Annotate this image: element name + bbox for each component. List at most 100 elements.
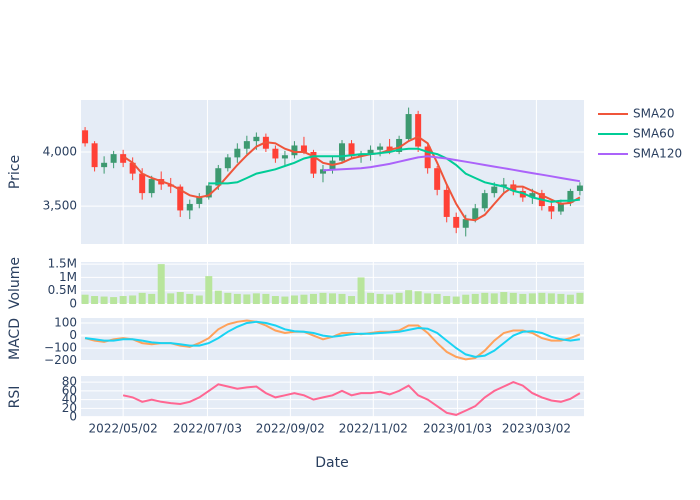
- line-series: [322, 155, 581, 183]
- volume-bar: [443, 296, 451, 304]
- volume-bar: [100, 296, 108, 304]
- candle-body: [548, 206, 555, 212]
- volume-bar: [91, 296, 99, 304]
- volume-bar: [252, 293, 260, 304]
- line-series: [84, 320, 581, 358]
- candle-body: [139, 173, 146, 194]
- y-tick-label: 80: [62, 375, 77, 389]
- candle-body: [186, 203, 193, 211]
- y-axis-title: Price: [7, 155, 23, 189]
- volume-bar: [405, 290, 413, 304]
- y-axis-title: RSI: [7, 386, 23, 409]
- volume-bar: [386, 294, 394, 304]
- volume-bar: [490, 293, 498, 304]
- candle-body: [567, 190, 574, 203]
- volume-bar: [148, 293, 156, 304]
- volume-bar: [395, 292, 403, 304]
- volume-bar: [329, 293, 336, 304]
- volume-bar: [538, 292, 546, 304]
- y-tick-label: 20: [62, 401, 77, 415]
- volume-bar: [81, 294, 89, 304]
- candle-body: [396, 138, 403, 152]
- candle-body: [310, 151, 317, 174]
- volume-bar: [576, 292, 584, 304]
- volume-bar: [481, 292, 489, 304]
- volume-bar: [110, 297, 118, 304]
- candle-body: [339, 143, 346, 161]
- volume-bar: [519, 293, 527, 304]
- candle-body: [234, 148, 241, 158]
- volume-bar: [452, 296, 460, 304]
- candle-body: [472, 208, 479, 220]
- candle-body: [291, 145, 298, 156]
- y-axis-title: MACD: [7, 318, 23, 360]
- candle-body: [491, 186, 498, 194]
- volume-bar: [557, 293, 565, 304]
- plot-background: [81, 376, 584, 418]
- candle-body: [462, 219, 469, 228]
- candle-body: [576, 185, 583, 191]
- volume-bar: [186, 293, 194, 304]
- candle-body: [196, 197, 203, 204]
- volume-bar: [338, 293, 346, 304]
- line-series: [208, 147, 581, 203]
- volume-bar: [195, 295, 203, 304]
- candle-body: [424, 146, 431, 169]
- volume-bar: [205, 276, 213, 304]
- candle-body: [443, 189, 450, 217]
- candle-body: [272, 148, 279, 159]
- candle-body: [101, 162, 108, 168]
- volume-bar: [176, 292, 184, 304]
- volume-bar: [376, 293, 384, 304]
- volume-bar: [224, 292, 232, 304]
- volume-bar: [300, 294, 308, 304]
- y-tick-label: 0: [69, 297, 77, 311]
- candle-body: [500, 184, 507, 187]
- volume-bar: [471, 293, 479, 304]
- legend-label: SMA60: [633, 127, 674, 141]
- volume-bar: [424, 293, 432, 304]
- candle-body: [358, 154, 365, 157]
- y-tick-label: −200: [44, 353, 77, 367]
- volume-bar: [129, 295, 137, 304]
- candle-body: [453, 216, 460, 228]
- volume-bar: [566, 294, 574, 304]
- x-tick-label: 2023/03/02: [502, 422, 571, 436]
- volume-bar: [414, 291, 422, 304]
- candle-body: [82, 130, 89, 144]
- candle-body: [557, 202, 564, 212]
- candle-body: [481, 193, 488, 209]
- line-series: [122, 381, 581, 416]
- candle-body: [348, 143, 355, 157]
- y-axis-title: Volume: [7, 257, 23, 309]
- volume-bar: [348, 296, 356, 304]
- volume-bar: [290, 295, 298, 304]
- volume-bar: [167, 293, 175, 304]
- candle-body: [243, 141, 250, 149]
- x-axis-title: Date: [315, 455, 348, 471]
- volume-bar: [433, 293, 441, 304]
- volume-bar: [138, 292, 146, 304]
- volume-bar: [509, 292, 517, 304]
- volume-bar: [309, 293, 317, 304]
- x-tick-label: 2022/07/03: [173, 422, 242, 436]
- x-tick-label: 2023/01/03: [423, 422, 492, 436]
- candle-body: [129, 162, 136, 174]
- candle-body: [367, 149, 374, 155]
- candle-body: [405, 114, 412, 139]
- candle-body: [300, 145, 307, 152]
- x-tick-label: 2022/11/02: [339, 422, 408, 436]
- volume-bar: [271, 296, 279, 304]
- y-tick-label: 0: [69, 328, 77, 342]
- volume-bar: [547, 293, 555, 304]
- candle-body: [377, 146, 384, 150]
- candle-body: [91, 143, 98, 168]
- y-tick-label: 0: [69, 410, 77, 424]
- candle-body: [120, 154, 127, 163]
- y-tick-label: 40: [62, 392, 77, 406]
- y-tick-label: 0.5M: [48, 283, 77, 297]
- volume-bar: [233, 293, 241, 304]
- plot-background: [81, 318, 584, 360]
- candle-body: [434, 168, 441, 190]
